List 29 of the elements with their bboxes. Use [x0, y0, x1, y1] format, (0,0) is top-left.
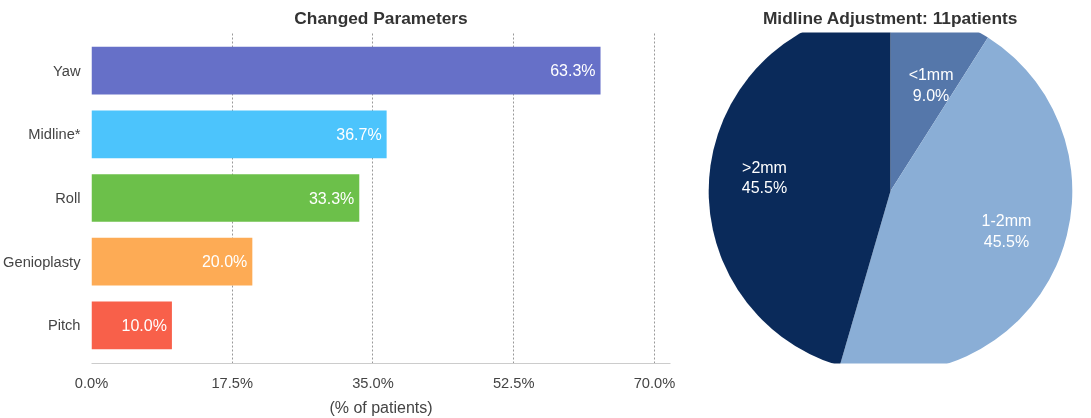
bar	[91, 174, 360, 222]
y-tick-label: Yaw	[53, 62, 81, 79]
y-tick-label: Genioplasty	[3, 253, 82, 270]
slice-label: 1-2mm	[981, 212, 1032, 230]
data-label: 9.0%	[912, 86, 950, 104]
chart-title: Midline Adjustment: 11patients	[762, 7, 1018, 28]
x-tick-label: 17.5%	[211, 374, 254, 391]
x-tick-label: 52.5%	[492, 374, 535, 391]
bar	[91, 301, 172, 350]
data-label: 45.5%	[741, 179, 788, 197]
bar	[91, 46, 601, 95]
data-label: 20.0%	[201, 253, 248, 271]
data-label: 36.7%	[336, 125, 382, 143]
chart-title: Changed Parameters	[294, 7, 468, 28]
y-tick-label: Roll	[55, 190, 81, 206]
data-label: 33.3%	[308, 189, 355, 207]
bar	[91, 110, 387, 159]
y-tick-label: Midline*	[28, 126, 81, 143]
data-label: 63.3%	[550, 62, 596, 80]
y-tick-label: Pitch	[47, 317, 81, 334]
x-axis-title: (% of patients)	[329, 398, 433, 416]
x-tick-label: 70.0%	[633, 374, 676, 391]
bar	[91, 237, 253, 286]
x-tick-label: 35.0%	[352, 374, 394, 391]
data-label: 10.0%	[121, 316, 167, 334]
data-label: 45.5%	[983, 232, 1030, 250]
x-tick-label: 0.0%	[74, 374, 109, 391]
slice-label: <1mm	[908, 66, 954, 84]
slice-label: >2mm	[742, 158, 787, 176]
